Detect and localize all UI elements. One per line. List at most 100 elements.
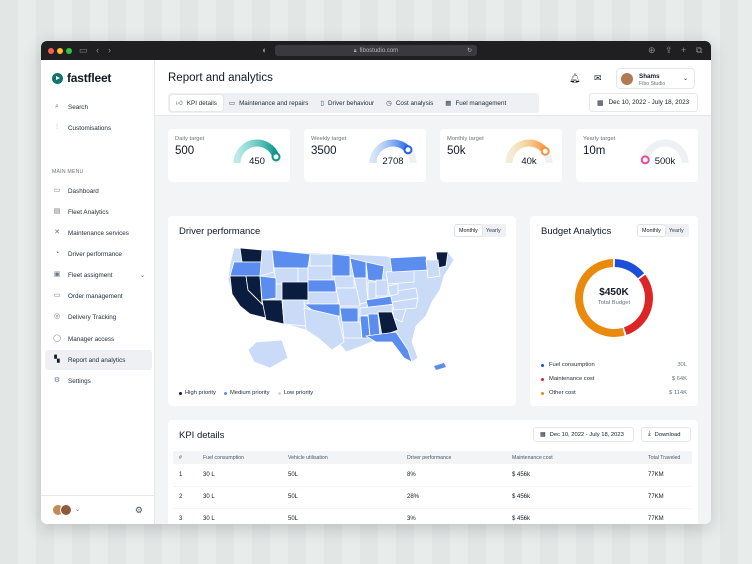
monitor-icon: ▭ bbox=[228, 100, 236, 107]
column-header: Driver performance bbox=[407, 454, 452, 461]
url-bar[interactable]: 🔒︎ fibostudio.com ↻ bbox=[275, 45, 477, 56]
tab-kpi-details[interactable]: 👍︎ KPI details bbox=[170, 95, 223, 111]
table-cell: $ 456k bbox=[512, 516, 531, 522]
tab-cost-analysis[interactable]: ◷ Cost analysis bbox=[380, 95, 439, 111]
calendar-icon: ▦ bbox=[597, 99, 604, 107]
logo[interactable]: fastfleet bbox=[52, 71, 111, 85]
close-window-button[interactable] bbox=[48, 47, 54, 54]
sidebar-item-dashboard[interactable]: ▭ Dashboard bbox=[45, 181, 152, 201]
team-avatars[interactable]: ⌄ bbox=[52, 504, 80, 516]
profile-menu[interactable]: Shams Fibo Studio ⌄ bbox=[616, 68, 695, 89]
gear-icon[interactable]: ⚙ bbox=[134, 505, 143, 515]
logo-text: fastfleet bbox=[67, 71, 112, 85]
tab-label: Cost analysis bbox=[395, 99, 434, 107]
tab-maintenance-and-repairs[interactable]: ▭ Maintenance and repairs bbox=[223, 95, 314, 111]
date-range-text: Dec 10, 2022 - July 18, 2023 bbox=[608, 99, 690, 106]
sidebar-item-fleet-analytics[interactable]: ▤ Fleet Analytics bbox=[45, 202, 152, 222]
tab-overview-icon[interactable]: ⧉ bbox=[696, 45, 703, 55]
state-new-mexico bbox=[281, 299, 307, 327]
state-louisiana bbox=[341, 321, 363, 339]
bell-icon[interactable]: 🔔︎ bbox=[569, 73, 581, 83]
gauge-fill bbox=[505, 139, 549, 164]
kpi-card: Yearly target 10m 500k bbox=[576, 129, 698, 182]
back-arrow-icon[interactable]: ‹ bbox=[96, 45, 99, 55]
legend-dot bbox=[277, 391, 281, 395]
sidebar-item-manager-access[interactable]: ◯ Manager access bbox=[45, 329, 152, 349]
gauge-fill bbox=[369, 139, 411, 164]
table-cell: 50L bbox=[288, 472, 299, 478]
card-title: Budget Analytics bbox=[541, 226, 612, 237]
sidebar-item-customisations[interactable]: ⫶ Customisations bbox=[45, 118, 152, 138]
toggle-yearly[interactable]: Yearly bbox=[668, 227, 684, 234]
gauge-track bbox=[641, 139, 689, 164]
lock-icon: 🔒︎ bbox=[353, 47, 357, 54]
download-icon[interactable]: ⊕ bbox=[648, 45, 656, 55]
state-florida bbox=[364, 331, 413, 363]
date-range-button[interactable]: ▦ Dec 10, 2022 - July 18, 2023 bbox=[589, 93, 698, 112]
state-nebraska bbox=[307, 279, 337, 293]
toggle-monthly[interactable]: Monthly bbox=[638, 225, 665, 236]
tab-fuel-management[interactable]: ▦ Fuel management bbox=[439, 95, 512, 111]
toggle-yearly[interactable]: Yearly bbox=[485, 227, 501, 234]
new-tab-icon[interactable]: + bbox=[681, 45, 687, 55]
download-label: Download bbox=[654, 431, 681, 438]
donut-slice-fuel-consumption[interactable] bbox=[614, 259, 645, 279]
sidebar-item-label: Driver performance bbox=[68, 250, 122, 258]
sidebar-toggle-icon[interactable]: ▭ bbox=[79, 45, 88, 55]
kpi-label: Yearly target bbox=[583, 136, 616, 142]
date-range-text: Dec 10, 2022 - July 18, 2023 bbox=[549, 431, 624, 438]
table-cell: 77KM bbox=[648, 494, 664, 500]
table-cell: 1 bbox=[179, 472, 183, 478]
state-arizona bbox=[261, 299, 285, 325]
sidebar-item-report-and-analytics[interactable]: ▚ Report and analytics bbox=[45, 350, 152, 370]
state-pennsylvania bbox=[385, 269, 415, 285]
sidebar-item-settings[interactable]: ⚙ Settings bbox=[45, 371, 152, 391]
donut-slice-other-cost[interactable] bbox=[575, 259, 625, 337]
maximize-window-button[interactable] bbox=[66, 47, 72, 54]
toggle-monthly[interactable]: Monthly bbox=[455, 225, 482, 236]
gauge-knob bbox=[271, 152, 281, 162]
forward-arrow-icon[interactable]: › bbox=[108, 45, 111, 55]
legend-label: Low priority bbox=[283, 390, 314, 396]
date-range-button[interactable]: ▦ Dec 10, 2022 - July 18, 2023 bbox=[533, 427, 634, 442]
sidebar-item-search[interactable]: ⌕ Search bbox=[45, 97, 152, 117]
tab-driver-behaviour[interactable]: ▯ Driver behaviour bbox=[314, 95, 380, 111]
table-row[interactable]: 1 30 L 50L 8% $ 456k 77KM bbox=[173, 465, 692, 487]
table-row[interactable]: 3 30 L 50L 3% $ 456k 77KM bbox=[173, 509, 692, 524]
table-row[interactable]: 2 30 L 50L 28% $ 456k 77KM bbox=[173, 487, 692, 509]
kpi-value: 50k bbox=[447, 145, 466, 157]
sidebar-item-label: Delivery Tracking bbox=[68, 313, 117, 321]
content: Daily target 500 450 Weekly target 3500 … bbox=[168, 129, 698, 524]
state-north-dakota bbox=[309, 253, 333, 267]
chevron-down-icon[interactable]: ⌄ bbox=[139, 272, 145, 279]
donut-slice-maintenance-cost[interactable] bbox=[623, 274, 653, 335]
minimize-window-button[interactable] bbox=[57, 47, 63, 54]
sidebar-item-delivery-tracking[interactable]: ◎ Delivery Tracking bbox=[45, 307, 152, 327]
sidebar-item-order-management[interactable]: ▭ Order management bbox=[45, 286, 152, 306]
browser-window: ▭ ‹ › ◐ 🔒︎ fibostudio.com ↻ ⊕ ⇪ + ⧉ fast… bbox=[41, 41, 711, 524]
inbox-icon[interactable]: ✉ bbox=[594, 73, 602, 83]
chevron-down-icon[interactable]: ⌄ bbox=[75, 507, 81, 513]
sidebar-item-fleet-assigment[interactable]: ▣ Fleet assigment ⌄ bbox=[45, 265, 152, 285]
state-nevada bbox=[245, 275, 263, 306]
kpi-gauge-arc bbox=[369, 139, 417, 164]
kpi-gauge: 40k bbox=[503, 137, 555, 177]
sidebar-item-label: Fleet assigment bbox=[68, 271, 113, 279]
download-button[interactable]: ⤓ Download bbox=[641, 427, 691, 442]
budget-legend-value: $ 64K bbox=[671, 376, 687, 382]
shield-icon[interactable]: ◐ bbox=[262, 45, 268, 55]
budget-legend-value: $ 114K bbox=[669, 390, 687, 396]
share-icon[interactable]: ⇪ bbox=[665, 45, 673, 55]
avatar bbox=[60, 504, 72, 516]
state-iowa bbox=[333, 275, 355, 289]
sidebar-item-maintenance-services[interactable]: ✕ Maintenance services bbox=[45, 223, 152, 243]
budget-total-label: Total Budget bbox=[597, 300, 631, 306]
calendar-icon: ▦ bbox=[540, 432, 546, 438]
analytics-icon: ▤ bbox=[53, 208, 61, 215]
legend-dot bbox=[541, 377, 544, 381]
sidebar-item-driver-performance[interactable]: ◔ Driver performance bbox=[45, 244, 152, 264]
kpi-gauge-value: 40k bbox=[521, 156, 537, 167]
main-area: Report and analytics 🔔︎ ✉ Shams Fibo Stu… bbox=[155, 60, 711, 524]
usa-map bbox=[227, 247, 455, 370]
reload-icon[interactable]: ↻ bbox=[466, 48, 472, 54]
